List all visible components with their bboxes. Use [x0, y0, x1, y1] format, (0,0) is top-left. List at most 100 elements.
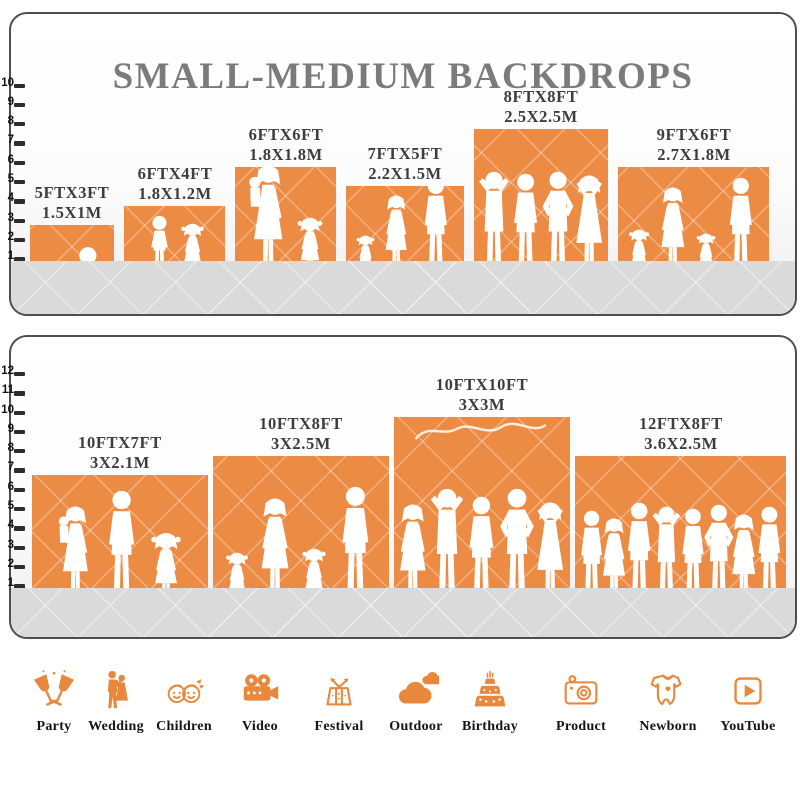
category-label: Video — [242, 719, 278, 734]
ruler-number: 3 — [7, 538, 14, 551]
category-label: Outdoor — [389, 719, 443, 734]
category-product: Product — [533, 662, 629, 735]
festival-icon — [316, 662, 362, 714]
ruler-number: 8 — [7, 115, 14, 128]
category-label: Newborn — [639, 719, 697, 734]
ruler-tick — [14, 83, 25, 88]
category-newborn: Newborn — [620, 662, 716, 735]
size-meters: 3X2.1M — [90, 452, 150, 472]
ruler-tick — [14, 526, 25, 531]
ruler-tick — [14, 180, 25, 185]
backdrop-bar-10ftx8ft — [213, 456, 389, 592]
backdrop-bar-8ftx8ft — [474, 129, 608, 265]
party-icon — [31, 662, 77, 714]
ruler-tick — [14, 487, 25, 493]
birthday-icon — [467, 662, 513, 714]
product-icon — [558, 662, 604, 714]
category-label: Wedding — [88, 719, 144, 734]
size-feet: 10FTX7FT — [78, 433, 162, 453]
category-label: Birthday — [461, 719, 519, 734]
ruler-tick — [14, 391, 25, 396]
category-bar: Party Wedding Children — [0, 662, 800, 772]
category-children: Children — [136, 662, 232, 735]
ruler-tick — [14, 429, 25, 435]
page-title: SMALL-MEDIUM BACKDROPS — [112, 55, 694, 97]
ruler-tick — [14, 102, 25, 108]
outdoor-icon — [393, 662, 439, 714]
size-feet: 9FTX6FT — [656, 125, 732, 145]
ruler-number: 11 — [1, 384, 14, 397]
newborn-icon — [645, 662, 691, 714]
watermark-squiggle — [414, 422, 546, 440]
backdrop-size-label-10ftx7ft: 10FTX7FT 3X2.1M — [10, 433, 230, 472]
ruler-number: 5 — [7, 500, 14, 512]
backdrop-bar-6ftx4ft — [124, 206, 225, 265]
ruler-number: 3 — [7, 211, 14, 224]
category-outdoor: Outdoor — [368, 662, 464, 735]
ruler-tick — [14, 545, 25, 550]
ruler-tick — [14, 371, 25, 377]
ruler-number: 7 — [7, 461, 14, 474]
backdrop-size-label-10ftx8ft: 10FTX8FT 3X2.5M — [191, 414, 411, 453]
ruler-tick — [14, 122, 25, 127]
ruler-tick — [14, 449, 25, 454]
backdrop-size-label-12ftx8ft: 12FTX8FT 3.6X2.5M — [571, 414, 791, 453]
ruler-tick — [14, 218, 25, 223]
ruler-number: 6 — [7, 153, 14, 166]
category-wedding: Wedding — [68, 662, 164, 735]
ruler-tick — [14, 564, 25, 570]
video-icon — [237, 662, 283, 714]
ruler-tick — [14, 160, 25, 166]
ruler-number: 1 — [7, 577, 14, 590]
youtube-icon — [725, 662, 771, 714]
children-icon — [161, 662, 207, 714]
ruler-number: 2 — [7, 557, 14, 570]
ruler-number: 2 — [7, 230, 14, 243]
ruler-tick — [14, 141, 25, 146]
backdrop-bar-12ftx8ft — [575, 456, 786, 592]
backdrop-bar-6ftx6ft — [235, 167, 336, 265]
size-meters: 1.8X1.8M — [249, 144, 323, 164]
size-feet: 12FTX8FT — [639, 414, 723, 434]
backdrop-bar-9ftx6ft — [618, 167, 769, 265]
ruler-number: 10 — [1, 76, 14, 89]
size-meters: 3.6X2.5M — [644, 433, 718, 453]
category-birthday: Birthday — [442, 662, 538, 735]
backdrop-size-label-9ftx6ft: 9FTX6FT 2.7X1.8M — [584, 125, 800, 164]
backdrop-bar-10ftx7ft — [32, 475, 208, 592]
category-label: Product — [555, 719, 607, 734]
size-meters: 2.5X2.5M — [504, 106, 578, 126]
category-label: Children — [156, 719, 212, 734]
category-label: YouTube — [720, 719, 776, 734]
backdrop-bar-5ftx3ft — [30, 225, 114, 265]
floor-top — [11, 261, 795, 314]
category-label: Festival — [314, 719, 364, 734]
ruler-number: 10 — [1, 403, 14, 416]
ruler-number: 8 — [7, 442, 14, 455]
ruler-tick — [14, 584, 25, 589]
backdrop-size-label-6ftx6ft: 6FTX6FT 1.8X1.8M — [176, 125, 396, 164]
backdrop-bar-7ftx5ft — [346, 186, 464, 265]
size-feet: 10FTX10FT — [435, 375, 529, 395]
ruler-number: 12 — [1, 364, 14, 377]
category-video: Video — [212, 662, 308, 735]
ruler-tick — [14, 237, 25, 243]
size-feet: 6FTX6FT — [248, 125, 324, 145]
size-meters: 3X3M — [458, 394, 506, 414]
size-feet: 5FTX3FT — [34, 183, 110, 203]
ruler-number: 7 — [7, 134, 14, 147]
ruler-number: 4 — [7, 192, 14, 205]
backdrop-bar-10ftx10ft — [394, 417, 570, 592]
panel-small-medium-top: SMALL-MEDIUM BACKDROPS 1 2 3 4 5 6 7 8 9 10 5FTX3… — [1, 12, 800, 316]
size-meters: 3X2.5M — [271, 433, 331, 453]
ruler-number: 9 — [7, 422, 14, 435]
size-meters: 2.7X1.8M — [657, 144, 731, 164]
backdrop-size-label-10ftx10ft: 10FTX10FT 3X3M — [372, 375, 592, 414]
panel-small-medium-bottom: 1 2 3 4 5 6 7 8 9 10 11 12 10FTX7FT 3X2.1M 10FTX8FT 3X… — [1, 335, 797, 639]
category-youtube: YouTube — [700, 662, 796, 735]
size-feet: 10FTX8FT — [259, 414, 343, 434]
ruler-number: 4 — [7, 519, 14, 532]
ruler-tick — [14, 199, 25, 204]
category-label: Party — [36, 719, 72, 734]
ruler-number: 9 — [7, 95, 14, 108]
